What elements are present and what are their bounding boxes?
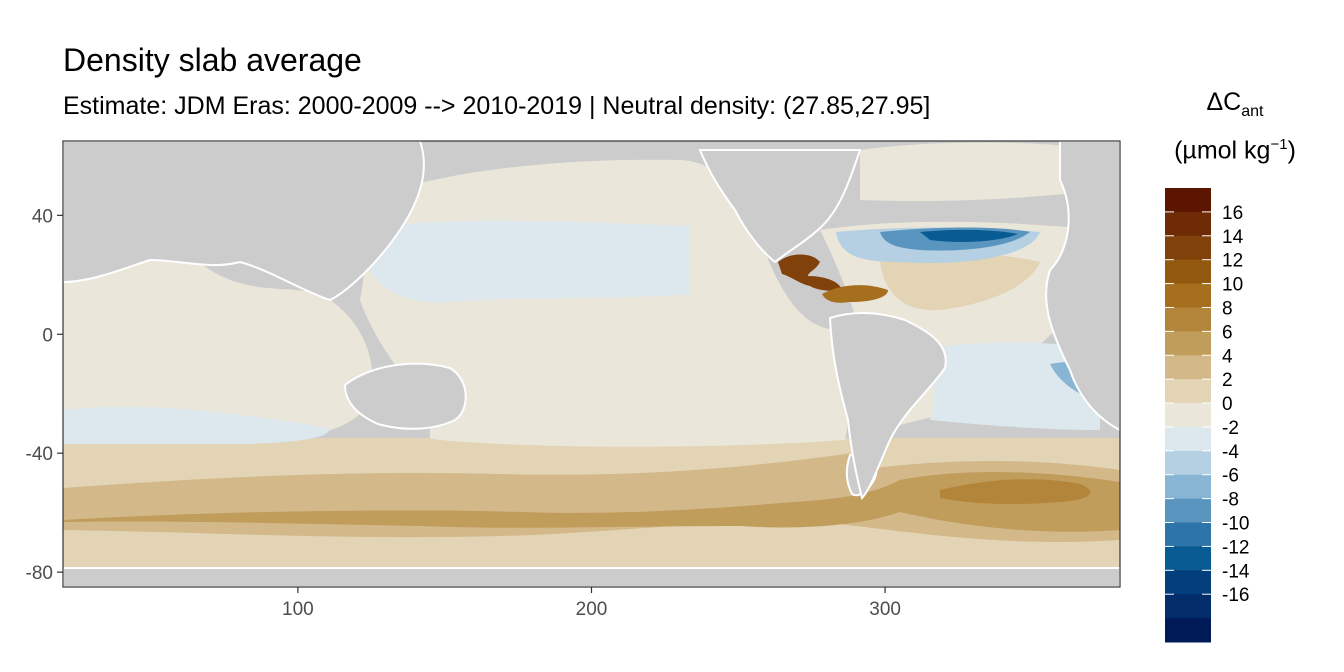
legend-color-step: [1165, 498, 1211, 524]
legend-color-step: [1165, 450, 1211, 476]
legend-color-step: [1165, 283, 1211, 308]
legend-tick-label: -14: [1222, 561, 1250, 582]
legend-color-step: [1165, 211, 1211, 237]
legend-color-step: [1165, 355, 1211, 380]
southern-band-deep: [63, 471, 1120, 532]
legend-color-step: [1165, 331, 1211, 356]
y-tick-label: -40: [26, 444, 53, 465]
north-atlantic-core: [920, 229, 1018, 242]
legend-unit: (µmol kg: [1174, 136, 1271, 165]
south-america: [828, 311, 947, 500]
y-tick-label: 0: [42, 325, 53, 346]
subtropical-atlantic-tan: [880, 254, 1040, 311]
legend-tick-label: 4: [1222, 346, 1233, 367]
map-fields: [63, 141, 1120, 587]
y-tick-label: 40: [32, 206, 53, 227]
legend-tick-label: -6: [1222, 466, 1239, 487]
x-tick-label: 100: [282, 599, 314, 620]
legend-color-step: [1165, 379, 1211, 404]
south-indian-blue: [63, 406, 330, 444]
legend-tick-label: -2: [1222, 418, 1239, 439]
australia: [343, 362, 467, 430]
legend-unit-close: ): [1287, 136, 1296, 165]
gulf-of-mexico: [778, 254, 842, 291]
legend-tick-label: 12: [1222, 251, 1243, 272]
legend-tick-label: -4: [1222, 442, 1239, 463]
y-axis: 40 0 -40 -80: [26, 206, 63, 584]
legend-symbol: ΔC: [1206, 88, 1242, 116]
continents: [63, 141, 1120, 587]
legend-tick-label: -10: [1222, 514, 1249, 535]
legend-color-step: [1165, 618, 1211, 643]
legend-tick-label: 0: [1222, 394, 1233, 415]
legend-color-step: [1165, 426, 1211, 452]
caribbean: [822, 285, 888, 303]
legend-color-step: [1165, 546, 1211, 571]
legend-tick-label: 6: [1222, 322, 1233, 343]
legend-color-step: [1165, 522, 1211, 547]
x-tick-label: 300: [869, 599, 901, 620]
map-subtitle: Estimate: JDM Eras: 2000-2009 --> 2010-2…: [63, 92, 931, 120]
legend-tick-label: -16: [1222, 585, 1249, 606]
legend-tick-label: 16: [1222, 203, 1243, 224]
indian-field: [63, 254, 373, 438]
antarctica: [63, 567, 1120, 587]
legend-tick-label: 8: [1222, 298, 1233, 319]
south-atlantic-core: [940, 479, 1091, 505]
legend-color-step: [1165, 570, 1211, 595]
north-pacific-blue: [369, 220, 690, 303]
legend-unit-superscript: −1: [1270, 136, 1288, 153]
europe-africa: [1045, 141, 1120, 432]
legend-color-step: [1165, 307, 1211, 332]
y-tick-label: -80: [26, 563, 53, 584]
legend-tick-label: 2: [1222, 370, 1233, 391]
legend-color-step: [1165, 594, 1211, 619]
legend-color-step: [1165, 188, 1211, 213]
arctic-light: [860, 142, 1100, 201]
map-title: Density slab average: [63, 42, 362, 78]
north-america: [698, 149, 862, 264]
asia: [63, 141, 425, 302]
legend-colorbar: 16 14 12 108 6 4 2 0 -2 -4 -6 -8 -10-12 -14 -16: [1165, 188, 1250, 643]
x-axis: 100 200 300: [282, 587, 901, 620]
legend-color-step: [1165, 259, 1211, 285]
legend-tick-label: 14: [1222, 227, 1244, 248]
x-tick-label: 200: [576, 599, 608, 620]
legend-tick-label: -12: [1222, 537, 1249, 558]
legend-color-step: [1165, 474, 1211, 500]
legend-title-symbol: ΔCant: [1155, 88, 1315, 121]
legend-color-step: [1165, 403, 1211, 428]
legend-color-step: [1165, 235, 1211, 261]
legend-tick-label: -8: [1222, 490, 1239, 511]
legend-title-unit: (µmol kg−1): [1155, 136, 1315, 165]
legend-symbol-subscript: ant: [1241, 103, 1264, 120]
legend-tick-label: 10: [1222, 275, 1243, 296]
